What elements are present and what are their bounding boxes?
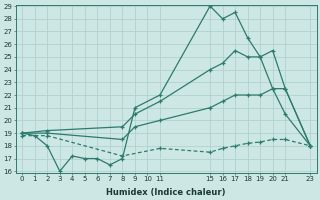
X-axis label: Humidex (Indice chaleur): Humidex (Indice chaleur) — [107, 188, 226, 197]
